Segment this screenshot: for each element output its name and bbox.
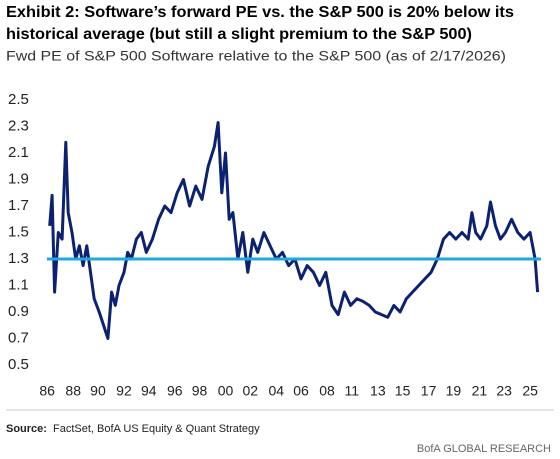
x-tick-label: 04: [268, 383, 284, 399]
x-tick-label: 13: [370, 383, 386, 399]
y-tick-label: 2.5: [8, 91, 29, 108]
y-tick-label: 0.5: [8, 356, 29, 373]
x-tick-label: 21: [472, 383, 488, 399]
x-tick-label: 06: [293, 383, 309, 399]
x-tick-label: 96: [167, 383, 183, 399]
x-tick-label: 92: [116, 383, 132, 399]
y-tick-label: 1.7: [8, 197, 29, 214]
y-tick-label: 2.1: [8, 144, 29, 161]
y-tick-label: 1.9: [8, 170, 29, 187]
x-tick-label: 11: [345, 383, 360, 399]
x-tick-label: 94: [141, 383, 157, 399]
x-tick-label: 19: [446, 383, 462, 399]
x-tick-label: 17: [421, 383, 437, 399]
y-tick-label: 0.9: [8, 303, 29, 320]
y-tick-label: 0.7: [8, 329, 29, 346]
y-tick-label: 2.3: [8, 117, 29, 134]
chart-title: historical average (but still a slight p…: [6, 26, 472, 43]
chart-title: Exhibit 2: Software’s forward PE vs. the…: [6, 4, 514, 21]
source-label: Source:: [6, 423, 47, 435]
x-tick-label: 98: [192, 383, 208, 399]
chart-subtitle: Fwd PE of S&P 500 Software relative to t…: [6, 48, 506, 64]
x-tick-label: 00: [218, 383, 234, 399]
source: FactSet, BofA US Equity & Quant Strategy: [53, 423, 260, 435]
y-tick-label: 1.3: [8, 250, 29, 267]
x-tick-label: 23: [496, 383, 512, 399]
x-tick-label: 25: [522, 383, 538, 399]
x-tick-label: 02: [242, 383, 258, 399]
x-tick-label: 08: [319, 383, 335, 399]
x-tick-label: 15: [395, 383, 411, 399]
x-tick-label: 90: [90, 383, 106, 399]
y-tick-label: 1.1: [8, 276, 29, 293]
x-tick-label: 88: [65, 383, 81, 399]
x-tick-label: 86: [39, 383, 55, 399]
data-line: [48, 121, 540, 340]
footer: BofA GLOBAL RESEARCH: [417, 443, 551, 455]
y-tick-label: 1.5: [8, 223, 29, 240]
